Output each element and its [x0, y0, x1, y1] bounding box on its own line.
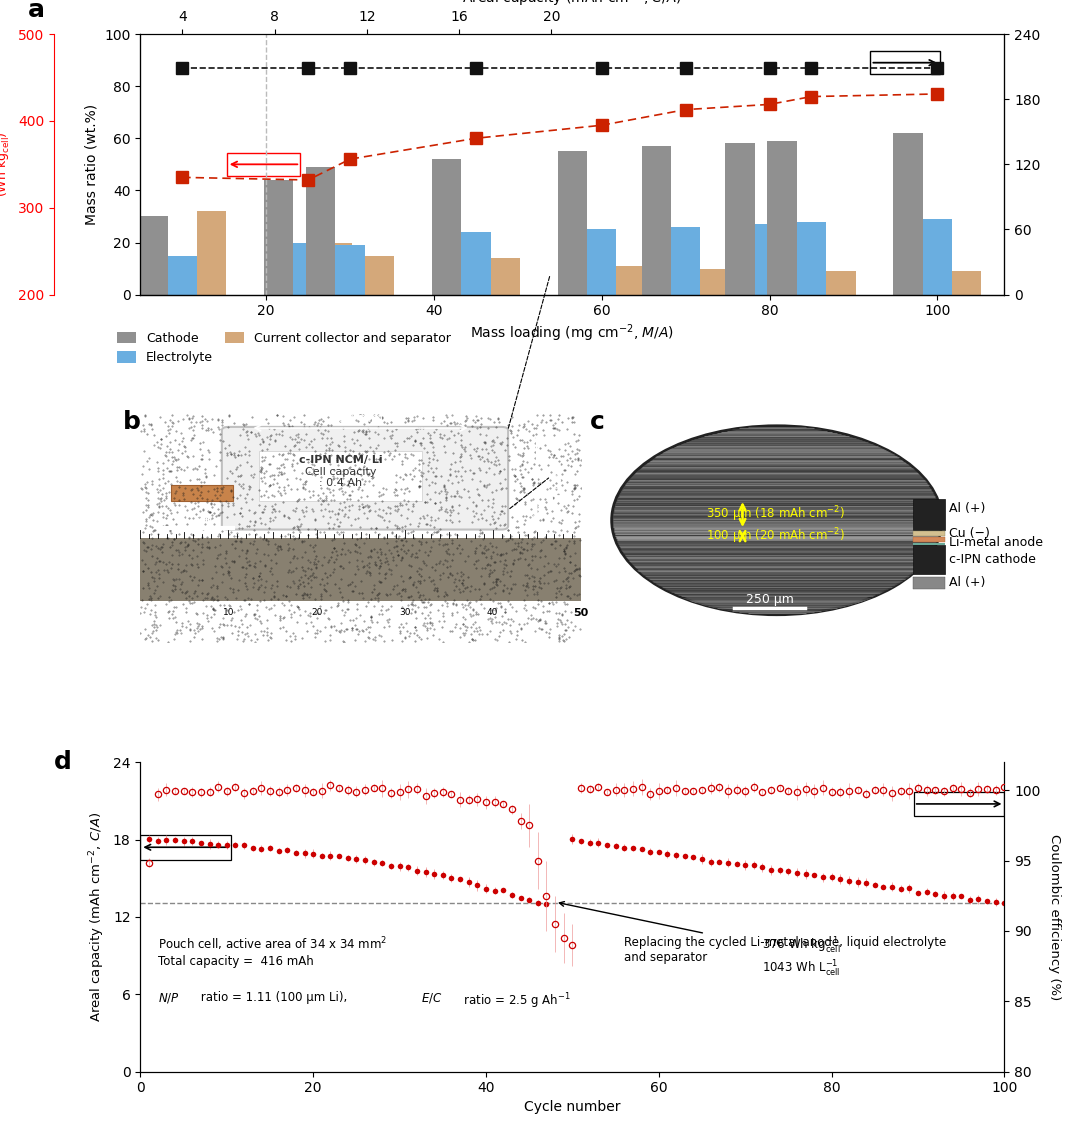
Bar [671, 227, 700, 295]
Text: 34 mm: 34 mm [339, 413, 382, 425]
Text: 30: 30 [399, 608, 410, 617]
Text: 1 cm: 1 cm [184, 513, 212, 526]
Bar [914, 577, 945, 589]
Circle shape [611, 425, 942, 615]
Bar [914, 499, 945, 530]
X-axis label: Areal capacity (mAh cm$^{-2}$, $C/A$): Areal capacity (mAh cm$^{-2}$, $C/A$) [462, 0, 683, 9]
Bar [922, 219, 951, 295]
Text: c-IPN NCM/ Li: c-IPN NCM/ Li [299, 456, 382, 465]
Bar [784, 271, 813, 295]
Legend: Cathode, Electrolyte, Current collector and separator: Cathode, Electrolyte, Current collector … [112, 327, 456, 370]
Bar [797, 221, 826, 295]
Text: 350 μm (18 mAh cm$^{-2}$): 350 μm (18 mAh cm$^{-2}$) [705, 505, 845, 524]
Text: 40: 40 [487, 608, 498, 617]
X-axis label: Mass loading (mg cm$^{-2}$, $M/A$): Mass loading (mg cm$^{-2}$, $M/A$) [470, 322, 675, 344]
Bar [336, 245, 365, 295]
Bar [306, 167, 336, 295]
Bar [642, 146, 671, 295]
Text: c-IPN cathode: c-IPN cathode [949, 553, 1036, 566]
Bar [432, 159, 461, 295]
Text: $E/C$: $E/C$ [421, 991, 443, 1005]
Text: Replacing the cycled Li-metal anode, liquid electrolyte
and separator: Replacing the cycled Li-metal anode, liq… [559, 902, 946, 964]
Text: Cell capacity: Cell capacity [305, 467, 377, 476]
Bar [557, 151, 588, 295]
Bar [461, 232, 490, 295]
Text: $N/P$: $N/P$ [158, 991, 179, 1005]
Y-axis label: Specific energy of cell
(Wh kg$_{\mathrm{cell}}^{-1}$): Specific energy of cell (Wh kg$_{\mathrm… [0, 95, 13, 234]
FancyBboxPatch shape [259, 451, 422, 501]
Bar [700, 269, 730, 295]
Bar [197, 211, 227, 295]
Bar [172, 485, 233, 501]
Text: 250 μm: 250 μm [745, 592, 794, 606]
Text: Pouch cell, active area of 34 x 34 mm$^2$
Total capacity =  416 mAh: Pouch cell, active area of 34 x 34 mm$^2… [158, 936, 387, 968]
Bar [914, 545, 945, 574]
Bar [265, 180, 294, 295]
Bar [768, 141, 797, 295]
Text: d: d [54, 750, 72, 773]
Text: 100 μm (20 mAh cm$^{-2}$): 100 μm (20 mAh cm$^{-2}$) [705, 526, 845, 547]
Bar [140, 538, 581, 601]
Text: ratio = 2.5 g Ah$^{-1}$: ratio = 2.5 g Ah$^{-1}$ [460, 991, 571, 1010]
Text: ratio = 1.11 (100 μm Li),: ratio = 1.11 (100 μm Li), [197, 991, 351, 1005]
Bar [755, 225, 784, 295]
Y-axis label: Coulombic efficiency (%): Coulombic efficiency (%) [1049, 833, 1062, 1000]
Text: b: b [123, 409, 140, 434]
Text: c: c [590, 409, 605, 434]
Bar [826, 271, 855, 295]
Text: 34 mm: 34 mm [552, 457, 565, 501]
Text: 50: 50 [573, 608, 589, 618]
Y-axis label: Mass ratio (wt.%): Mass ratio (wt.%) [84, 104, 98, 225]
Bar [167, 255, 197, 295]
Text: Li-metal anode: Li-metal anode [949, 535, 1043, 549]
Bar [294, 243, 323, 295]
Bar [893, 133, 922, 295]
Bar [951, 271, 982, 295]
Bar [914, 531, 945, 535]
Bar [588, 229, 617, 295]
Text: 10: 10 [222, 608, 234, 617]
Bar [490, 259, 519, 295]
Bar [726, 144, 755, 295]
Text: 20: 20 [311, 608, 322, 617]
X-axis label: Cycle number: Cycle number [524, 1100, 621, 1114]
Text: : 0.4 Ah: : 0.4 Ah [320, 479, 362, 489]
Y-axis label: Areal capacity (mAh cm$^{-2}$, $C/A$): Areal capacity (mAh cm$^{-2}$, $C/A$) [87, 812, 107, 1022]
Text: Cu (−): Cu (−) [949, 527, 989, 540]
Bar [365, 255, 394, 295]
Bar [323, 243, 352, 295]
Bar [617, 266, 646, 295]
Bar [914, 543, 945, 544]
Bar [914, 536, 945, 542]
Text: 376 Wh kg$_{\mathrm{cell}}^{-1}$
1043 Wh L$_{\mathrm{cell}}^{-1}$: 376 Wh kg$_{\mathrm{cell}}^{-1}$ 1043 Wh… [762, 936, 841, 979]
Bar [138, 217, 167, 295]
Text: Al (+): Al (+) [949, 502, 985, 515]
Text: a: a [28, 0, 45, 22]
FancyBboxPatch shape [221, 426, 508, 530]
Text: Al (+): Al (+) [949, 576, 985, 590]
